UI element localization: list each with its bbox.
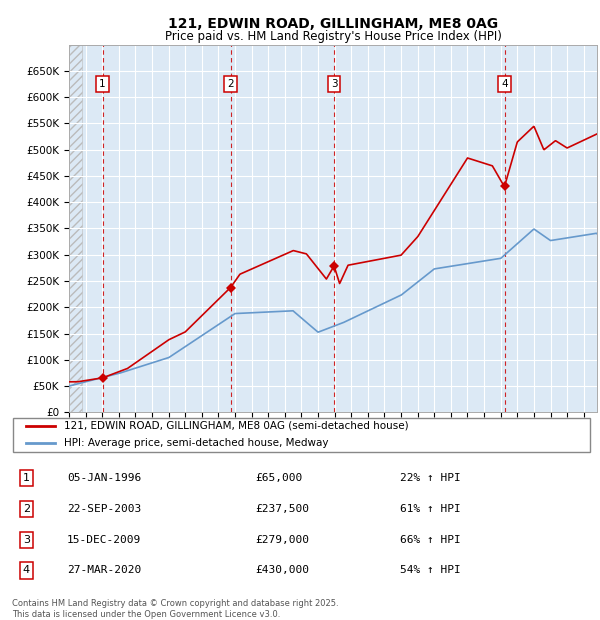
Text: 4: 4 [501,79,508,89]
Text: 66% ↑ HPI: 66% ↑ HPI [400,534,461,545]
FancyBboxPatch shape [13,418,590,453]
Text: 27-MAR-2020: 27-MAR-2020 [67,565,141,575]
Text: £430,000: £430,000 [255,565,309,575]
Text: 121, EDWIN ROAD, GILLINGHAM, ME8 0AG: 121, EDWIN ROAD, GILLINGHAM, ME8 0AG [168,17,498,32]
Text: 61% ↑ HPI: 61% ↑ HPI [400,504,461,514]
Text: 121, EDWIN ROAD, GILLINGHAM, ME8 0AG (semi-detached house): 121, EDWIN ROAD, GILLINGHAM, ME8 0AG (se… [64,420,409,430]
Text: 1: 1 [23,473,30,483]
Text: Price paid vs. HM Land Registry's House Price Index (HPI): Price paid vs. HM Land Registry's House … [164,30,502,43]
Text: 1: 1 [99,79,106,89]
Text: £237,500: £237,500 [255,504,309,514]
Text: 05-JAN-1996: 05-JAN-1996 [67,473,141,483]
Text: £65,000: £65,000 [255,473,302,483]
Text: 3: 3 [23,534,30,545]
Text: HPI: Average price, semi-detached house, Medway: HPI: Average price, semi-detached house,… [64,438,329,448]
Text: 3: 3 [331,79,337,89]
Text: 15-DEC-2009: 15-DEC-2009 [67,534,141,545]
Text: 2: 2 [23,504,30,514]
Text: £279,000: £279,000 [255,534,309,545]
Text: 22% ↑ HPI: 22% ↑ HPI [400,473,461,483]
Text: 2: 2 [227,79,234,89]
Text: Contains HM Land Registry data © Crown copyright and database right 2025.
This d: Contains HM Land Registry data © Crown c… [12,600,338,619]
Text: 22-SEP-2003: 22-SEP-2003 [67,504,141,514]
Text: 4: 4 [23,565,30,575]
Text: 54% ↑ HPI: 54% ↑ HPI [400,565,461,575]
